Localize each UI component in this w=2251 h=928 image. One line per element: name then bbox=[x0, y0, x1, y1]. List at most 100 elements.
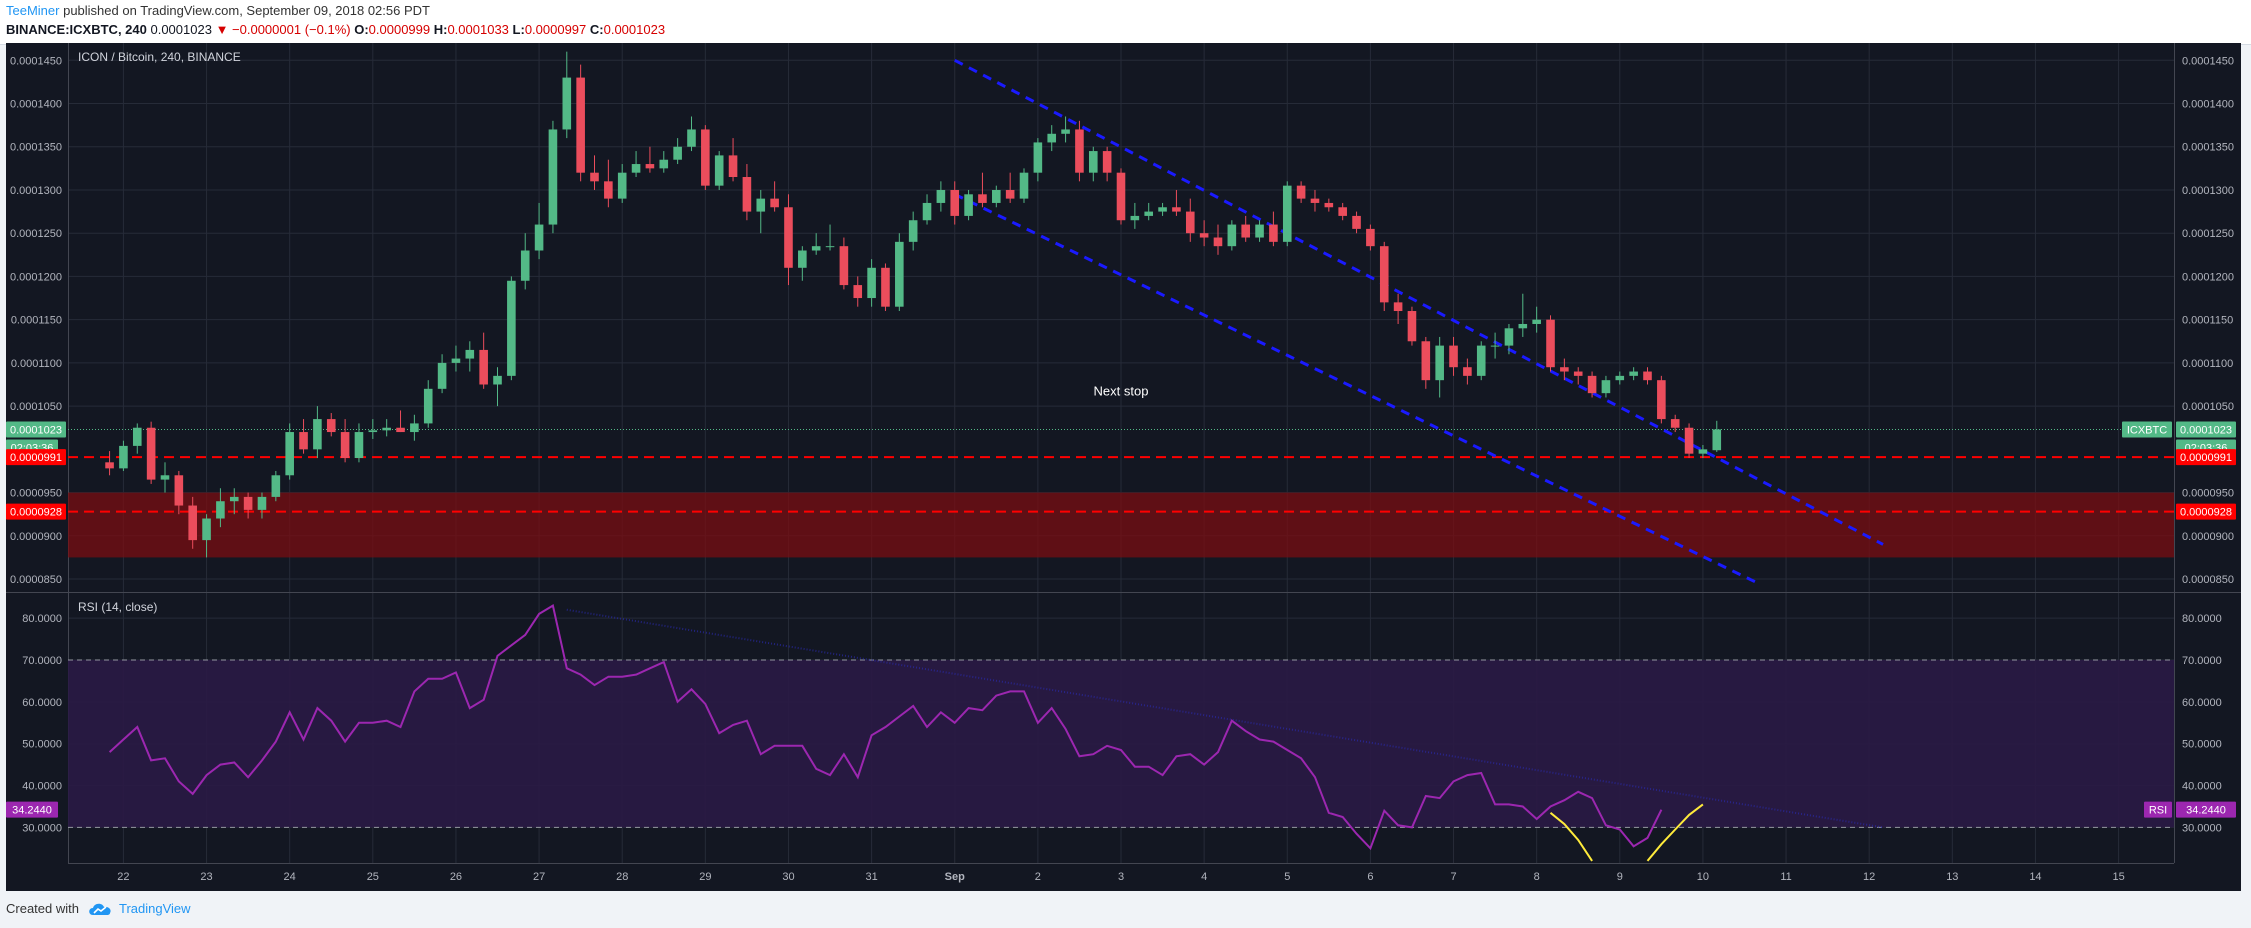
candle-body bbox=[742, 177, 752, 212]
time-tick-label: 3 bbox=[1118, 871, 1124, 883]
candle-body bbox=[756, 198, 766, 212]
last-price-tag-right-text: 0.0001023 bbox=[2180, 424, 2232, 436]
candle-body bbox=[1532, 319, 1541, 324]
rsi-line bbox=[108, 604, 1663, 851]
candle-body bbox=[992, 189, 1001, 203]
candle-body bbox=[562, 77, 572, 130]
candle-body bbox=[174, 475, 184, 506]
candle bbox=[105, 451, 114, 476]
price-tick-label-right: 0.0001350 bbox=[2182, 142, 2234, 154]
candle-body bbox=[1199, 233, 1209, 238]
candle-body bbox=[1407, 311, 1417, 342]
candle bbox=[1005, 172, 1015, 203]
symbol-tag-bg bbox=[2122, 421, 2172, 438]
candle-body bbox=[978, 194, 987, 203]
last-price-tag-left-text: 0.0001023 bbox=[10, 424, 62, 436]
last-price-tag-right-bg bbox=[2176, 421, 2236, 438]
rsi-trendline bbox=[566, 608, 1884, 829]
candle-body bbox=[1255, 224, 1264, 238]
candle bbox=[299, 419, 308, 454]
candle bbox=[978, 172, 987, 208]
price-pane-title: ICON / Bitcoin, 240, BINANCE bbox=[78, 50, 241, 64]
price-tick-label-left: 0.0001250 bbox=[10, 228, 62, 240]
publish-line: TeeMiner published on TradingView.com, S… bbox=[6, 3, 430, 18]
time-tick-label: 8 bbox=[1534, 871, 1540, 883]
candle bbox=[742, 164, 752, 221]
candle bbox=[1130, 202, 1140, 229]
rsi-value-tag-left-bg bbox=[6, 801, 58, 818]
level-tag-left-text: 0.0000991 bbox=[10, 452, 62, 464]
candle-body bbox=[895, 241, 904, 307]
candle bbox=[895, 233, 904, 312]
candle bbox=[701, 125, 710, 190]
rsi-value-tag-left: 34.2440 bbox=[6, 801, 58, 818]
close-value: 0.0001023 bbox=[603, 22, 666, 37]
candle bbox=[1269, 211, 1278, 247]
candle bbox=[770, 181, 779, 212]
time-tick-label: 27 bbox=[533, 871, 545, 883]
price-tick-label-right: 0.0000950 bbox=[2182, 488, 2234, 500]
candle-body bbox=[701, 129, 710, 186]
candle bbox=[285, 423, 294, 480]
candle-body bbox=[936, 189, 946, 203]
candle-body bbox=[645, 164, 655, 169]
candle-body bbox=[1185, 211, 1195, 234]
candle-body bbox=[1075, 129, 1084, 173]
candle bbox=[604, 159, 613, 208]
candle-body bbox=[1282, 185, 1292, 242]
candle bbox=[202, 514, 211, 558]
candle bbox=[119, 440, 128, 471]
candle bbox=[576, 64, 585, 182]
time-tick-label: 7 bbox=[1450, 871, 1456, 883]
candle bbox=[1241, 215, 1250, 242]
candle-body bbox=[313, 419, 322, 450]
candle-body bbox=[798, 250, 807, 268]
candle bbox=[825, 224, 835, 251]
time-tick-label: 4 bbox=[1201, 871, 1207, 883]
tradingview-link[interactable]: TradingView bbox=[87, 901, 191, 916]
candle bbox=[160, 462, 170, 493]
candle-body bbox=[1061, 129, 1070, 134]
price-tick-label-left: 0.0001400 bbox=[10, 99, 62, 111]
level-tag-left: 0.0000991 bbox=[6, 449, 66, 466]
candle bbox=[1296, 181, 1306, 203]
time-tick-label: 13 bbox=[1946, 871, 1958, 883]
high-value: 0.0001033 bbox=[447, 22, 509, 37]
rsi-value-tag-right: 34.2440 bbox=[2176, 801, 2236, 818]
candle-body bbox=[853, 285, 863, 299]
rsi-value-tag-right-text: 34.2440 bbox=[2186, 805, 2226, 817]
price-tick-label-right: 0.0001450 bbox=[2182, 55, 2234, 67]
candle bbox=[728, 138, 738, 182]
candle-body bbox=[1435, 345, 1444, 381]
price-tick-label-right: 0.0000900 bbox=[2182, 531, 2234, 543]
price-tick-label-right: 0.0001150 bbox=[2182, 315, 2233, 327]
candle-body bbox=[1698, 449, 1708, 454]
rsi-annotation-curve bbox=[1549, 812, 1593, 862]
author-link[interactable]: TeeMiner bbox=[6, 3, 60, 18]
candle bbox=[1172, 189, 1181, 216]
candle-body bbox=[1490, 345, 1500, 347]
candle bbox=[1033, 138, 1043, 182]
candle-body bbox=[1449, 345, 1458, 368]
candle bbox=[659, 151, 669, 173]
chart-area[interactable]: Next stop ICON / Bitcoin, 240, BINANCE RSI… bbox=[6, 43, 2241, 891]
candle-body bbox=[1601, 380, 1611, 394]
time-tick-label: 28 bbox=[616, 871, 628, 883]
time-tick-label: 26 bbox=[450, 871, 462, 883]
candle bbox=[1088, 146, 1098, 182]
candle-body bbox=[423, 388, 433, 424]
candle bbox=[798, 246, 807, 281]
candle-body bbox=[1712, 429, 1722, 451]
close-label: C: bbox=[589, 22, 604, 37]
candle-body bbox=[160, 475, 170, 480]
rsi-tick-label-right: 50.0000 bbox=[2182, 739, 2222, 751]
candle bbox=[992, 185, 1001, 208]
candle bbox=[326, 413, 336, 437]
level-tag-left-text: 0.0000928 bbox=[10, 507, 62, 519]
candle bbox=[1657, 375, 1666, 424]
candle bbox=[313, 406, 322, 458]
rsi-tick-label-left: 50.0000 bbox=[22, 739, 62, 751]
time-tick-label: 5 bbox=[1284, 871, 1290, 883]
candle-body bbox=[548, 129, 558, 225]
candle-body bbox=[507, 280, 516, 376]
